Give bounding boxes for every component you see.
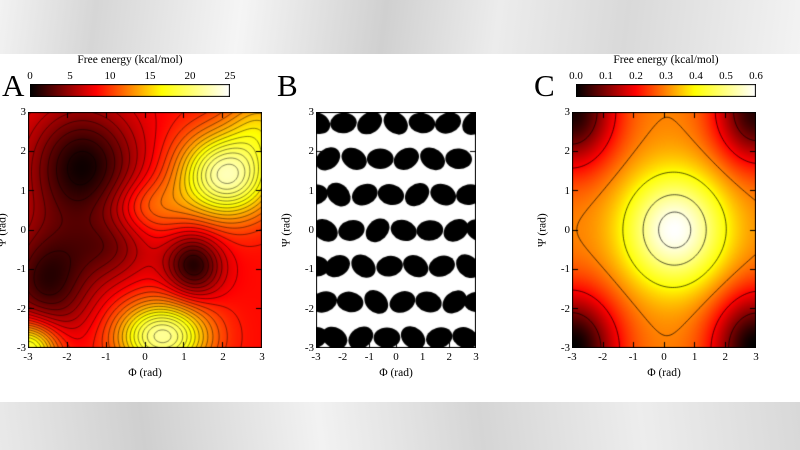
x-tick-labels-a: -3 -2 -1 0 1 2 3	[19, 351, 271, 363]
x-tick-label: 1	[419, 351, 426, 363]
x-tick-label: -2	[62, 351, 72, 363]
colorbar-tick-label: 0.4	[689, 70, 703, 82]
x-tick-label: 3	[473, 351, 479, 363]
x-tick-label: -2	[338, 351, 348, 363]
colorbar-tick-label: 0.3	[659, 70, 673, 82]
y-tick-label: 2	[20, 145, 27, 158]
x-tick-labels-c: -3 -2 -1 0 1 2 3	[563, 351, 765, 363]
y-tick-label: 3	[308, 106, 315, 118]
y-axis-label-b: Ψ (rad)	[280, 213, 293, 247]
x-tick-label: 3	[753, 351, 759, 363]
colorbar-tick-label: 20	[184, 70, 196, 82]
colorbar-tick-label: 5	[67, 70, 73, 82]
y-tick-label: 1	[20, 184, 27, 197]
colorbar-tick-label: 25	[224, 70, 236, 82]
panel-b-letter: B	[277, 68, 298, 103]
colorbar-c	[576, 84, 756, 97]
x-tick-label: 2	[722, 351, 729, 363]
x-tick-label: -2	[598, 351, 608, 363]
y-tick-label: -2	[560, 302, 570, 315]
x-axis-label-c: Φ (rad)	[647, 367, 681, 379]
x-tick-label: -1	[628, 351, 638, 363]
y-tick-label: 2	[564, 145, 571, 158]
x-axis-label-b: Φ (rad)	[379, 367, 413, 379]
y-tick-label: -1	[560, 263, 570, 276]
y-tick-label: 1	[308, 184, 315, 197]
x-tick-labels-b: -3 -2 -1 0 1 2 3	[307, 351, 485, 363]
background-band-bottom	[0, 402, 800, 450]
x-tick-label: 2	[446, 351, 453, 363]
x-tick-label: 3	[259, 351, 265, 363]
colorbar-c-tick-labels: 0.0 0.1 0.2 0.3 0.4 0.5 0.6	[565, 70, 767, 82]
y-tick-labels-a: 3 2 1 0 -1 -2 -3	[6, 105, 26, 355]
background-band-top	[0, 0, 800, 54]
x-tick-label: 1	[181, 351, 187, 363]
free-energy-heatmap-c	[572, 112, 756, 348]
x-tick-label: 0	[661, 351, 667, 363]
colorbar-tick-label: 10	[104, 70, 116, 82]
panel-a-letter: A	[2, 68, 25, 103]
x-tick-label: 2	[220, 351, 226, 363]
y-tick-label: -3	[304, 341, 314, 354]
colorbar-tick-label: 0	[27, 70, 33, 82]
y-tick-label: 1	[564, 184, 571, 197]
y-tick-label: -1	[16, 263, 26, 276]
colorbar-tick-label: 0.1	[599, 70, 613, 82]
colorbar-a-tick-labels: 0 5 10 15 20 25	[19, 70, 241, 82]
y-tick-label: -2	[16, 302, 26, 315]
y-tick-label: 0	[20, 223, 27, 236]
x-axis-label-a: Φ (rad)	[128, 367, 162, 379]
y-tick-label: -1	[304, 263, 314, 276]
y-tick-label: 0	[308, 223, 315, 236]
colorbar-tick-label: 0.5	[719, 70, 733, 82]
y-tick-label: 0	[564, 223, 571, 236]
y-tick-label: -2	[304, 302, 314, 315]
y-tick-label: 3	[564, 106, 571, 118]
x-tick-label: -1	[101, 351, 111, 363]
y-tick-label: 2	[308, 145, 315, 158]
colorbar-tick-label: 0.0	[569, 70, 583, 82]
x-tick-label: -1	[364, 351, 374, 363]
colorbar-a-title: Free energy (kcal/mol)	[77, 54, 183, 66]
x-tick-label: -3	[311, 351, 321, 363]
x-tick-label: 0	[142, 351, 148, 363]
y-tick-label: -3	[16, 341, 26, 354]
y-axis-label-a: Ψ (rad)	[0, 213, 9, 247]
y-tick-label: -3	[560, 341, 570, 354]
colorbar-c-title: Free energy (kcal/mol)	[613, 54, 719, 66]
colorbar-tick-label: 0.6	[749, 70, 763, 82]
y-tick-label: 3	[20, 106, 27, 118]
free-energy-heatmap-a	[28, 112, 262, 348]
ellipse-plot-b	[316, 112, 476, 348]
x-tick-label: -3	[567, 351, 577, 363]
x-tick-label: 1	[691, 351, 698, 363]
colorbar-tick-label: 15	[144, 70, 156, 82]
y-tick-labels-b: 3 2 1 0 -1 -2 -3	[294, 105, 314, 355]
colorbar-tick-label: 0.2	[629, 70, 643, 82]
y-axis-label-c: Ψ (rad)	[536, 213, 549, 247]
y-tick-labels-c: 3 2 1 0 -1 -2 -3	[550, 105, 570, 355]
colorbar-a	[30, 84, 230, 97]
panel-c-letter: C	[534, 68, 555, 103]
x-tick-label: -3	[23, 351, 33, 363]
x-tick-label: 0	[393, 351, 399, 363]
